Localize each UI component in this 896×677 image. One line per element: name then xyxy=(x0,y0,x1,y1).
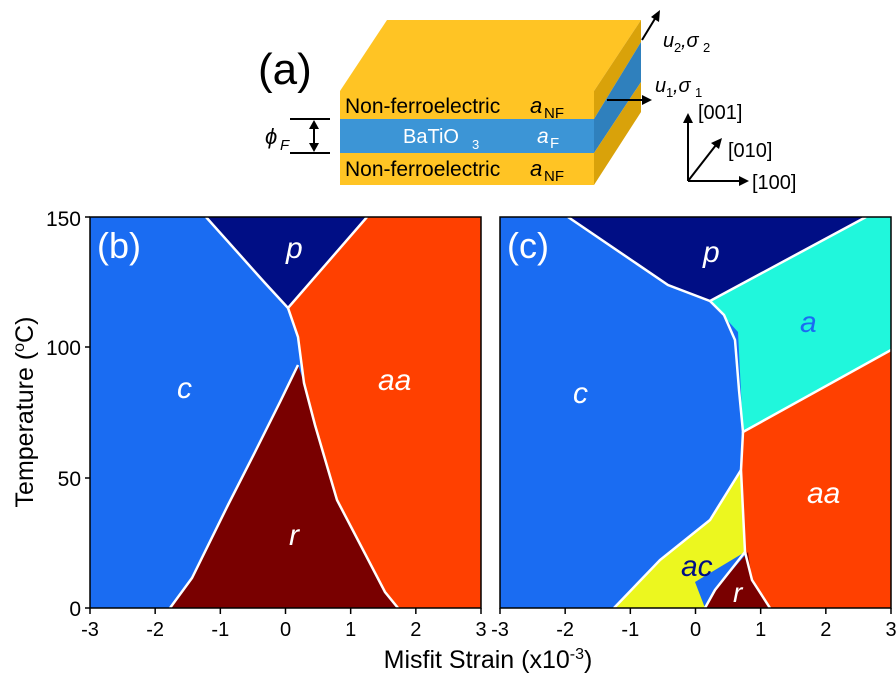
u1-sub: 1 xyxy=(666,85,673,100)
top-layer-label: Non-ferroelectric xyxy=(345,95,500,118)
panel-c-x-tick-label: -1 xyxy=(621,619,639,641)
panel-b-aa-region xyxy=(288,217,481,608)
u1-arrow-head xyxy=(642,95,652,105)
panel-b-c-label: c xyxy=(177,372,192,405)
panel-b-x-tick-label: 0 xyxy=(280,619,291,641)
sigma2-sub: 2 xyxy=(703,40,710,55)
panel-b-x-tick-label: 1 xyxy=(345,619,356,641)
panel-b-x-tick-label: -2 xyxy=(146,619,164,641)
panel-c-x-tick-label: -3 xyxy=(491,619,509,641)
panel-b-x-tick-label: -1 xyxy=(211,619,229,641)
panel-b-r-label: r xyxy=(289,519,300,552)
panel-c-x-tick-label: 1 xyxy=(755,619,766,641)
y-axis: 0 50 100 150 Temperature (oC) xyxy=(11,208,90,621)
stack-side-top xyxy=(594,20,641,119)
sigma2-label: ,σ xyxy=(681,30,700,52)
thickness-sub: F xyxy=(280,137,290,154)
bottom-layer-front xyxy=(340,153,594,185)
sigma1-label: ,σ xyxy=(673,75,692,97)
panel-b-x-tick-label: 3 xyxy=(475,619,486,641)
top-lattice-sub: NF xyxy=(544,105,564,122)
panel-c-x-tick-label: 0 xyxy=(690,619,701,641)
axis-010-line xyxy=(687,144,717,182)
thickness-symbol: ϕ xyxy=(265,124,277,149)
thickness-arrow-down xyxy=(309,143,319,152)
stack-top-face xyxy=(340,20,641,91)
stack-side-bottom xyxy=(594,82,641,185)
bottom-layer-label: Non-ferroelectric xyxy=(345,158,500,181)
u1-label: u xyxy=(655,75,666,97)
panel-c-aa-label: aa xyxy=(807,477,840,510)
panel-b-aa-label: aa xyxy=(378,364,411,397)
x-axis-title: Misfit Strain (x10-3) xyxy=(384,646,593,674)
panel-c-p-region xyxy=(568,217,866,301)
panel-c-ac-label: ac xyxy=(681,550,713,583)
x-axis-b: -3 -2 -1 0 1 2 3 xyxy=(81,608,487,641)
y-tick-label: 150 xyxy=(46,208,81,231)
top-layer-front xyxy=(340,91,594,119)
panel-a: (a) Non-ferroelectric a NF BaTiO 3 a F N… xyxy=(258,10,796,194)
film-lattice-sub: F xyxy=(550,135,559,152)
bottom-lattice-sub: NF xyxy=(544,168,564,185)
panel-c-aa-region xyxy=(741,350,891,608)
y-tick-label: 0 xyxy=(69,598,81,621)
sigma1-sub: 1 xyxy=(695,85,702,100)
panel-c-ac-region xyxy=(614,470,745,608)
panel-b-boundaries xyxy=(168,217,399,608)
panel-b-x-tick-label: 2 xyxy=(410,619,421,641)
y-tick-label: 100 xyxy=(46,337,81,360)
axis-100-head xyxy=(739,176,749,186)
film-label-sub: 3 xyxy=(472,137,479,152)
u2-label: u xyxy=(663,30,674,52)
panel-b-x-tick-label: -3 xyxy=(81,619,99,641)
u2-sub: 2 xyxy=(674,40,681,55)
panel-c-p-label: p xyxy=(702,236,720,269)
panel-c-a-label: a xyxy=(800,306,817,339)
axis-100-label: [100] xyxy=(752,172,796,194)
top-lattice-a: a xyxy=(530,93,542,118)
panel-c-x-tick-label: -2 xyxy=(556,619,574,641)
panel-c-r-label: r xyxy=(733,577,744,608)
u2-arrow-head xyxy=(651,10,660,22)
panel-b-p-region xyxy=(206,217,367,308)
film-lattice-a: a xyxy=(537,125,549,148)
panel-c-x-tick-label: 2 xyxy=(820,619,831,641)
panel-c-label: (c) xyxy=(507,225,549,266)
x-axis-c: -3 -2 -1 0 1 2 3 xyxy=(491,608,896,641)
u2-arrow-line xyxy=(641,16,657,41)
thickness-arrow-up xyxy=(309,120,319,129)
axis-010-head xyxy=(711,138,722,149)
panel-c-r-region xyxy=(705,552,770,608)
bottom-lattice-a: a xyxy=(530,156,542,181)
y-tick-label: 50 xyxy=(58,468,81,491)
panel-c-boundaries xyxy=(567,217,891,608)
panel-c: (c) p a c aa ac r xyxy=(499,216,892,609)
panel-a-label: (a) xyxy=(258,45,312,94)
axis-001-head xyxy=(683,113,693,123)
film-layer-front xyxy=(340,119,594,153)
panel-c-c-label: c xyxy=(573,377,588,410)
stack-side-film xyxy=(594,42,641,153)
panel-c-x-tick-label: 3 xyxy=(885,619,896,641)
panel-c-a-region xyxy=(710,217,891,432)
axis-001-label: [001] xyxy=(698,102,742,124)
panel-b: (b) p c aa r xyxy=(89,216,482,609)
axis-010-label: [010] xyxy=(728,140,772,162)
film-label: BaTiO xyxy=(403,126,459,148)
panel-b-label: (b) xyxy=(97,225,141,266)
y-axis-title: Temperature (oC) xyxy=(11,317,39,508)
panel-b-p-label: p xyxy=(285,232,303,265)
panel-b-r-region xyxy=(170,365,398,608)
